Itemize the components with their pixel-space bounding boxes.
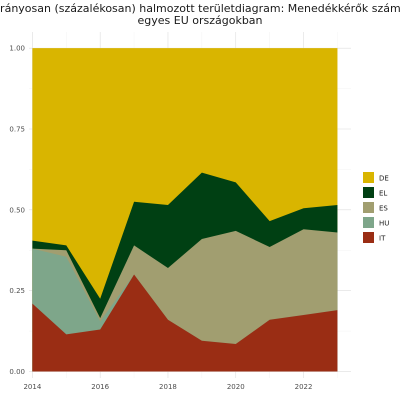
chart-title-line-1: Arányosan (százalékosan) halmozott terül… [0, 2, 400, 15]
x-tick-label: 2016 [91, 383, 109, 391]
x-tick-label: 2014 [23, 383, 41, 391]
legend-swatch-es [363, 202, 374, 213]
chart-title-line-2: egyes EU országokban [137, 14, 262, 27]
plot-area: 0.00 0.25 0.50 0.75 1.00 2014 2016 2018 2020 2022 [9, 32, 351, 391]
legend-label-it: IT [379, 235, 386, 243]
y-tick-label: 0.25 [9, 287, 25, 295]
legend-swatch-it [363, 232, 374, 243]
y-tick-label: 0.75 [9, 126, 25, 134]
legend-label-es: ES [379, 205, 388, 213]
y-tick-label: 0.50 [9, 206, 25, 214]
legend-label-de: DE [379, 175, 389, 183]
x-tick-label: 2022 [295, 383, 313, 391]
x-tick-label: 2020 [227, 383, 245, 391]
legend-swatch-hu [363, 217, 374, 228]
y-tick-label: 1.00 [9, 45, 25, 53]
y-tick-label: 0.00 [9, 368, 25, 376]
area-it [32, 274, 338, 372]
x-tick-label: 2018 [159, 383, 177, 391]
legend-label-hu: HU [379, 220, 389, 228]
legend-swatch-el [363, 187, 374, 198]
legend-label-el: EL [379, 190, 387, 198]
legend-swatch-de [363, 172, 374, 183]
legend: DE EL ES HU IT [363, 172, 389, 243]
